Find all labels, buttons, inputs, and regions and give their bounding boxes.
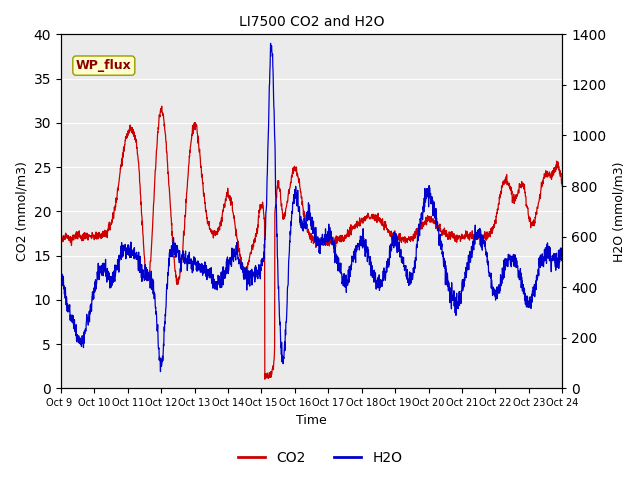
Y-axis label: H2O (mmol/m3): H2O (mmol/m3) bbox=[612, 161, 625, 262]
Text: WP_flux: WP_flux bbox=[76, 59, 132, 72]
Title: LI7500 CO2 and H2O: LI7500 CO2 and H2O bbox=[239, 15, 385, 29]
Legend: CO2, H2O: CO2, H2O bbox=[232, 445, 408, 471]
X-axis label: Time: Time bbox=[296, 414, 327, 427]
Y-axis label: CO2 (mmol/m3): CO2 (mmol/m3) bbox=[15, 161, 28, 261]
